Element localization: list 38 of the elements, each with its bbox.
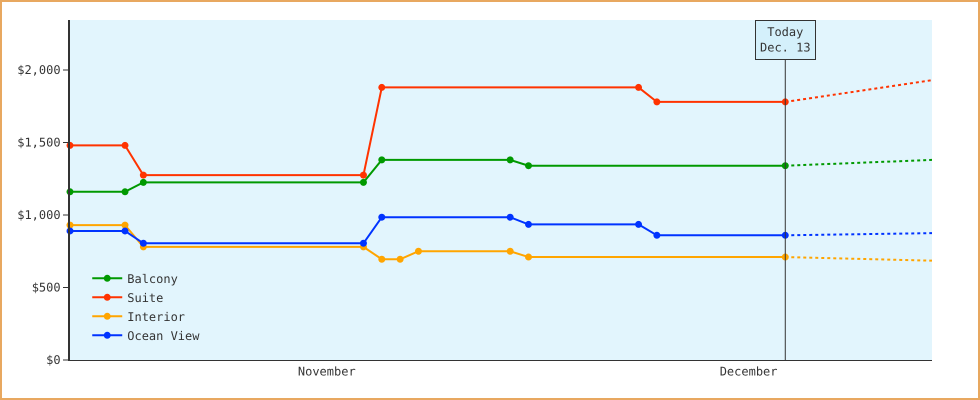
point bbox=[525, 162, 532, 170]
point bbox=[122, 227, 129, 234]
y-tick-label: $2,000 bbox=[17, 63, 61, 78]
x-tick-label: December bbox=[720, 364, 778, 378]
point bbox=[396, 256, 404, 263]
point bbox=[414, 248, 422, 255]
point bbox=[525, 220, 532, 228]
point bbox=[360, 172, 367, 179]
y-tick-label: $0 bbox=[46, 353, 61, 368]
y-tick-label: $500 bbox=[32, 280, 61, 295]
x-tick-label: November bbox=[298, 364, 356, 378]
point bbox=[506, 156, 514, 164]
point bbox=[378, 256, 386, 263]
point bbox=[506, 214, 514, 221]
point bbox=[635, 220, 642, 228]
point bbox=[506, 248, 514, 255]
point bbox=[653, 232, 660, 239]
point bbox=[140, 172, 147, 179]
point bbox=[525, 254, 532, 261]
legend-label: Interior bbox=[127, 310, 186, 324]
point bbox=[360, 178, 367, 186]
point bbox=[378, 214, 386, 221]
point bbox=[140, 240, 147, 247]
point bbox=[653, 98, 660, 106]
point bbox=[122, 222, 129, 229]
point bbox=[140, 178, 147, 186]
legend-label: Suite bbox=[127, 290, 164, 305]
y-tick-label: $1,500 bbox=[17, 136, 61, 150]
y-tick-label: $1,000 bbox=[17, 208, 61, 222]
point bbox=[378, 156, 386, 164]
point bbox=[378, 84, 386, 91]
point bbox=[635, 84, 642, 91]
legend-label: Balcony bbox=[127, 272, 178, 286]
point bbox=[122, 188, 129, 196]
legend-label: Ocean View bbox=[127, 328, 200, 343]
point bbox=[122, 142, 129, 149]
ref-line-label: Today Dec. 13 bbox=[760, 25, 811, 55]
point bbox=[360, 240, 367, 247]
